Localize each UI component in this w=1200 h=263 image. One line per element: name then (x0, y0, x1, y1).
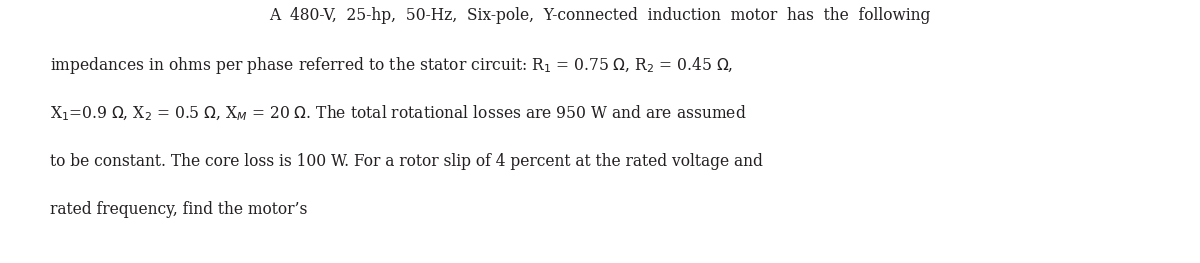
Text: X$_1$=0.9 $\Omega$, X$_2$ = 0.5 $\Omega$, X$_M$ = 20 $\Omega$. The total rotatio: X$_1$=0.9 $\Omega$, X$_2$ = 0.5 $\Omega$… (50, 104, 746, 123)
Text: impedances in ohms per phase referred to the stator circuit: R$_1$ = 0.75 $\Omeg: impedances in ohms per phase referred to… (50, 55, 733, 76)
Text: rated frequency, find the motor’s: rated frequency, find the motor’s (50, 201, 307, 218)
Text: A  480-V,  25-hp,  50-Hz,  Six-pole,  Y-connected  induction  motor  has  the  f: A 480-V, 25-hp, 50-Hz, Six-pole, Y-conne… (269, 7, 931, 24)
Text: to be constant. The core loss is 100 W. For a rotor slip of 4 percent at the rat: to be constant. The core loss is 100 W. … (50, 153, 763, 170)
